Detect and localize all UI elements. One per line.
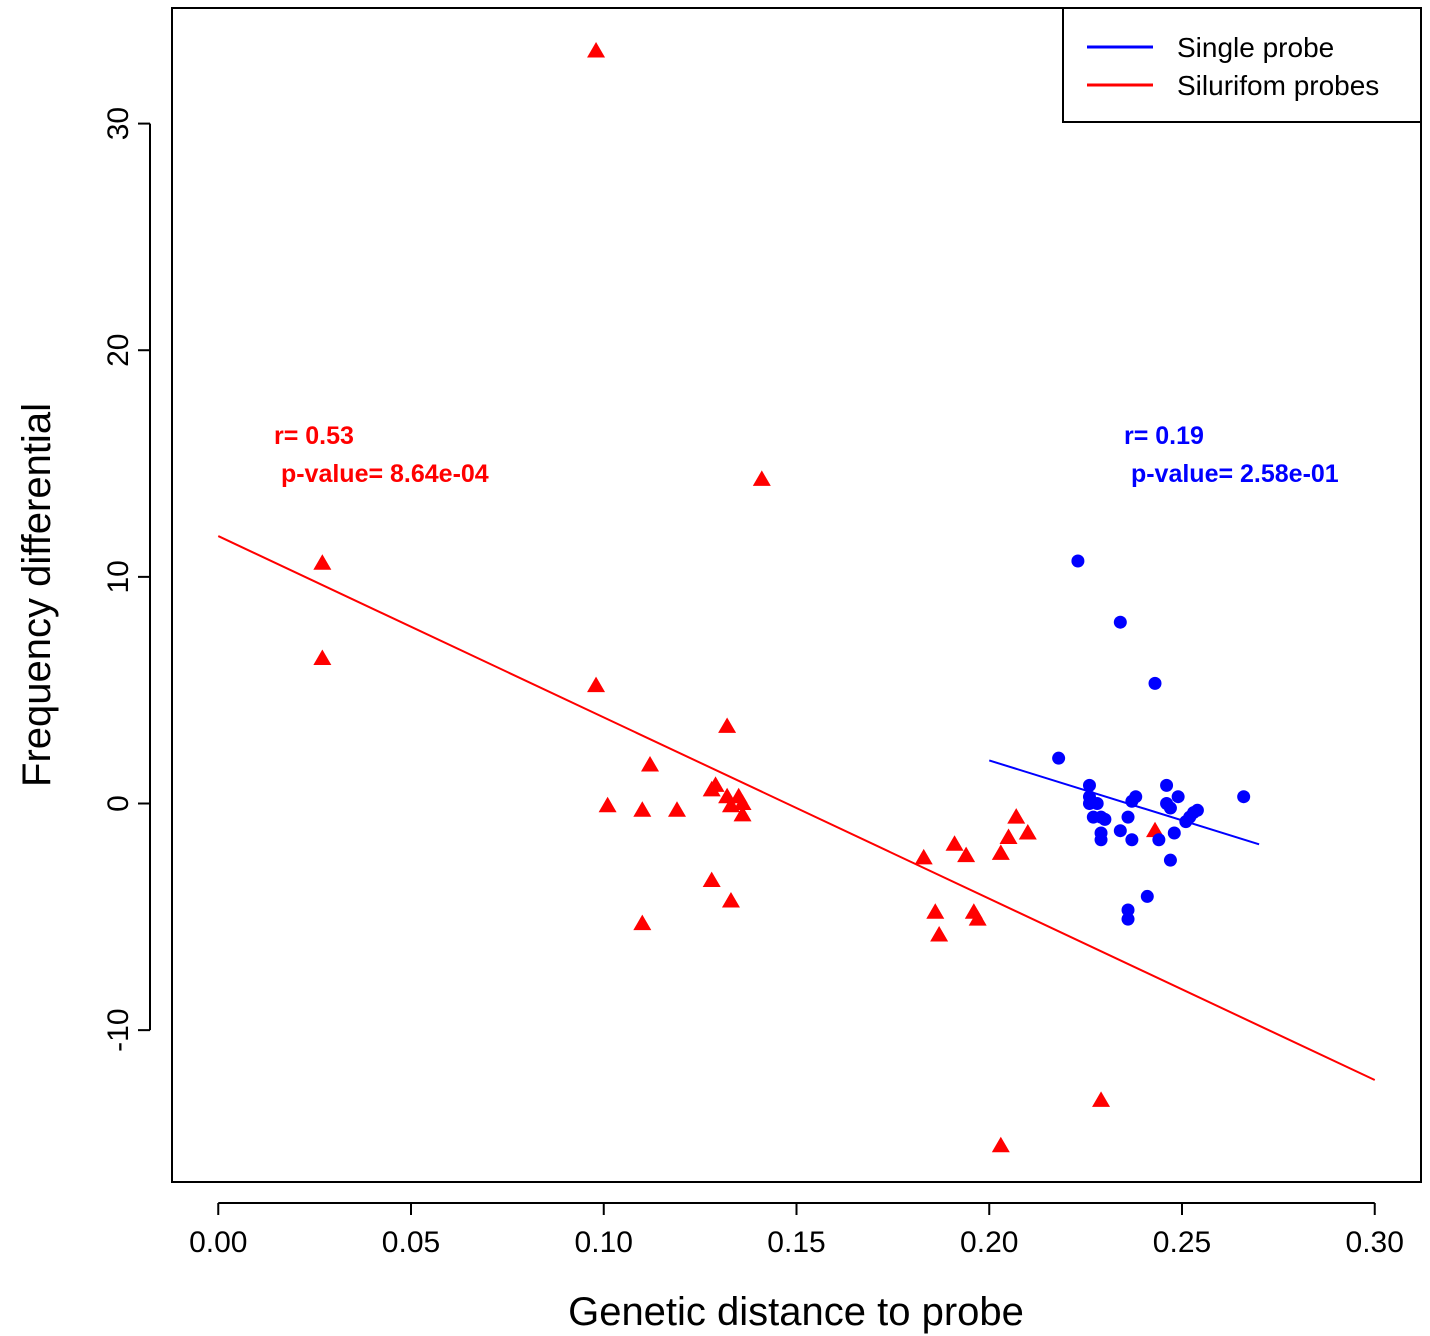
point-circle <box>1094 833 1108 847</box>
point-triangle <box>718 717 737 733</box>
point-triangle <box>957 846 976 863</box>
point-circle <box>1152 833 1166 847</box>
point-triangle <box>641 755 660 772</box>
point-triangle <box>968 910 987 926</box>
point-triangle <box>702 871 721 888</box>
legend-box <box>1062 7 1422 123</box>
regression-line <box>217 535 1376 1081</box>
x-tick-label: 0.30 <box>1346 1226 1404 1259</box>
point-circle <box>1237 790 1251 804</box>
point-triangle <box>667 801 686 817</box>
y-tick-label: 30 <box>102 107 135 140</box>
plot-frame <box>171 7 1422 1183</box>
point-triangle <box>587 676 606 693</box>
point-circle <box>1113 615 1127 629</box>
point-circle <box>1121 810 1135 824</box>
point-triangle <box>930 925 949 942</box>
point-circle <box>1121 912 1135 926</box>
point-circle <box>1090 797 1104 811</box>
y-tick-label: -10 <box>102 1008 135 1051</box>
point-triangle <box>945 835 964 851</box>
annotation-single: r= 0.19 p-value= 2.58e-01 <box>1124 422 1339 488</box>
annotation-single-pvalue: p-value= 2.58e-01 <box>1124 460 1339 488</box>
point-triangle <box>999 828 1018 844</box>
point-circle <box>1121 903 1135 917</box>
point-triangle <box>587 42 606 58</box>
point-circle <box>1082 778 1096 792</box>
annotation-silurifom: r= 0.53 p-value= 8.64e-04 <box>274 422 489 488</box>
point-circle <box>1163 853 1177 867</box>
point-triangle <box>1018 823 1037 840</box>
x-tick-label: 0.05 <box>382 1226 440 1259</box>
point-circle <box>1052 751 1066 765</box>
legend: Single probe Silurifom probes <box>1062 7 1422 123</box>
point-triangle <box>1092 1091 1111 1107</box>
point-circle <box>1163 801 1177 815</box>
annotation-silurifom-pvalue: p-value= 8.64e-04 <box>274 460 489 488</box>
point-circle <box>1113 824 1127 838</box>
x-tick-label: 0.00 <box>189 1226 247 1259</box>
x-tick-label: 0.15 <box>767 1226 825 1259</box>
point-circle <box>1071 554 1085 568</box>
y-tick-label: 20 <box>102 334 135 367</box>
point-triangle <box>733 805 752 822</box>
point-triangle <box>706 776 725 792</box>
x-tick-label: 0.10 <box>575 1226 633 1259</box>
y-tick-label: 0 <box>102 795 135 812</box>
point-triangle <box>721 891 740 908</box>
x-tick-label: 0.25 <box>1153 1226 1211 1259</box>
point-triangle <box>598 796 617 813</box>
point-triangle <box>733 794 752 810</box>
point-circle <box>1140 889 1154 903</box>
x-tick-label: 0.20 <box>960 1226 1018 1259</box>
point-circle <box>1160 778 1174 792</box>
annotation-silurifom-r: r= 0.53 <box>274 422 354 450</box>
point-circle <box>1098 812 1112 826</box>
point-triangle <box>926 903 945 919</box>
point-circle <box>1167 826 1181 840</box>
point-triangle <box>991 844 1010 860</box>
y-axis: -10 0 10 20 30 <box>102 107 151 1052</box>
x-axis: 0.00 0.05 0.10 0.15 0.20 0.25 0.30 <box>189 1202 1404 1259</box>
point-triangle <box>914 848 933 865</box>
x-axis-title: Genetic distance to probe <box>568 1290 1024 1334</box>
point-triangle <box>313 554 332 570</box>
legend-label-silurifom: Silurifom probes <box>1177 70 1379 101</box>
regression-lines <box>217 535 1376 1081</box>
y-tick-label: 10 <box>102 560 135 593</box>
y-axis-title: Frequency differential <box>15 403 59 787</box>
point-triangle <box>991 1136 1010 1153</box>
regression-line <box>988 759 1260 846</box>
point-circle <box>1129 790 1143 804</box>
point-circle <box>1148 676 1162 690</box>
point-circle <box>1171 790 1185 804</box>
point-triangle <box>313 649 332 665</box>
point-circle <box>1190 803 1204 817</box>
point-triangle <box>1007 808 1026 824</box>
point-triangle <box>752 470 771 486</box>
point-triangle <box>633 801 652 817</box>
data-points <box>313 42 1251 1153</box>
annotation-single-r: r= 0.19 <box>1124 422 1204 450</box>
point-circle <box>1125 833 1139 847</box>
point-triangle <box>633 914 652 931</box>
legend-label-single: Single probe <box>1177 32 1334 63</box>
